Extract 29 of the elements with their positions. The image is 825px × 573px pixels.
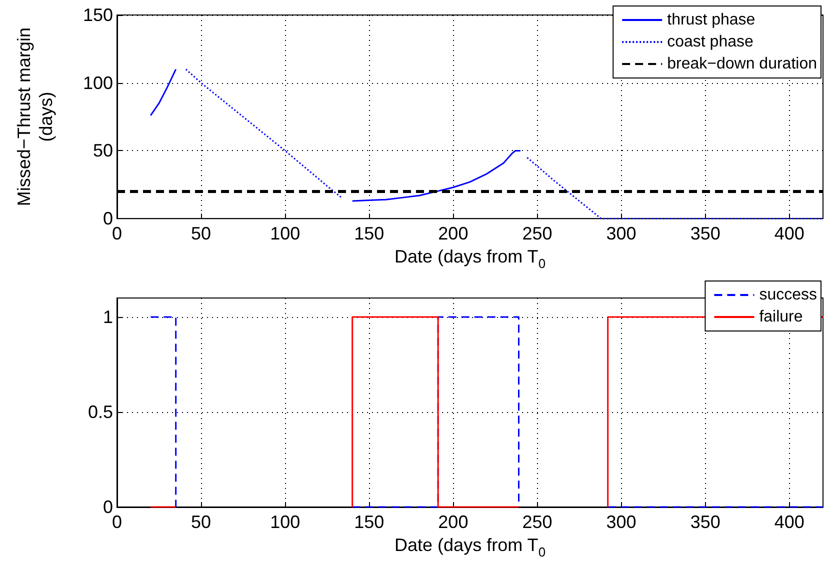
legend-label: success: [759, 286, 817, 304]
x-tick-label: 250: [522, 224, 552, 244]
x-tick-label: 300: [606, 512, 636, 532]
x-tick-label: 50: [191, 512, 212, 532]
legend-label: coast phase: [667, 34, 754, 50]
y-tick-label: 1: [102, 307, 113, 327]
y-tick-label: 0: [102, 497, 113, 517]
legend-label: thrust phase: [667, 12, 756, 28]
x-tick-label: 150: [354, 224, 384, 244]
x-tick-label: 400: [774, 224, 804, 244]
legend-label: break−down duration: [667, 56, 818, 72]
y-tick-label: 0: [102, 208, 113, 229]
x-tick-label: 350: [690, 512, 720, 532]
x-tick-label: 350: [690, 224, 720, 244]
y-tick-label: 50: [92, 140, 113, 161]
x-tick-label: 200: [438, 224, 468, 244]
x-tick-label: 400: [774, 512, 804, 532]
y-tick-label: 0.5: [88, 402, 113, 422]
x-tick-label: 200: [438, 512, 468, 532]
y-tick-label: 100: [82, 72, 113, 93]
y-tick-label: 150: [82, 5, 113, 25]
x-tick-label: 250: [522, 512, 552, 532]
x-tick-label: 100: [270, 512, 300, 532]
x-tick-label: 50: [191, 224, 212, 244]
y-axis-title: Missed−Thrust margin (days): [14, 28, 56, 206]
x-tick-label: 150: [354, 512, 384, 532]
series-label: failure: [759, 308, 803, 326]
x-tick-label: 100: [270, 224, 300, 244]
x-tick-label: 300: [606, 224, 636, 244]
